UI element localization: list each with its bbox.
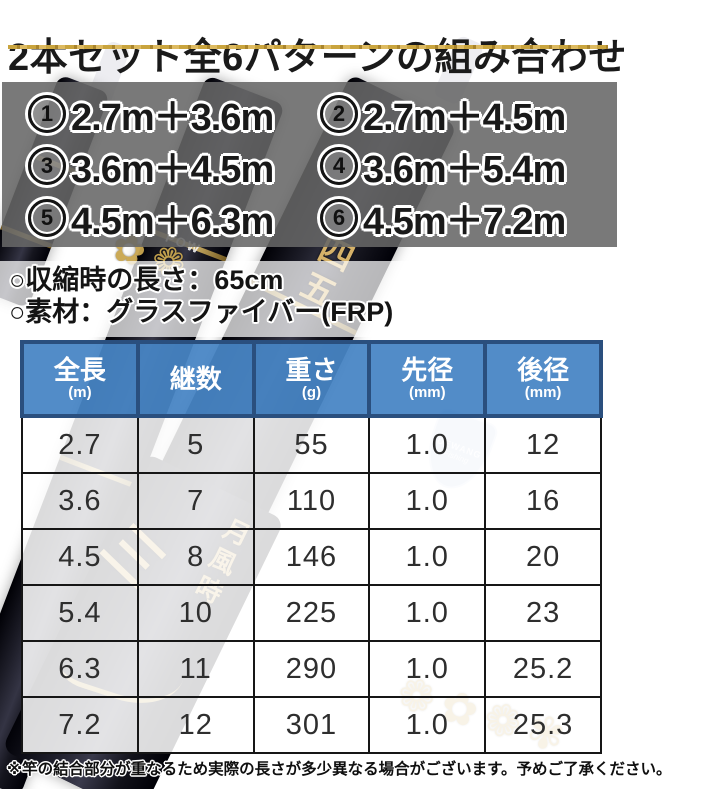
cell: 6.3	[21, 640, 139, 698]
cell: 2.7	[21, 415, 139, 474]
cell: 55	[252, 415, 371, 474]
spec-lines: ○収縮時の長さ：65cm ○素材：グラスファイバー(FRP)	[9, 264, 393, 329]
cell: 1.0	[368, 696, 487, 754]
combo-number-badge: 3	[28, 146, 66, 185]
col-header-unit: (mm)	[408, 384, 446, 402]
combo-option-5: 5 4.5m＋6.3m	[28, 194, 320, 243]
combo-number-badge: 1	[28, 94, 66, 133]
cell: 146	[252, 528, 371, 586]
combo-label: 2.7m＋3.6m	[71, 97, 274, 139]
combo-label: 4.5m＋6.3m	[71, 201, 274, 243]
cell: 1.0	[368, 472, 487, 530]
cell: 110	[252, 472, 371, 530]
combo-option-3: 3 3.6m＋4.5m	[28, 142, 320, 191]
cell: 7	[136, 472, 255, 530]
spec-line-material: ○素材：グラスファイバー(FRP)	[9, 297, 394, 328]
combo-number-badge: 6	[320, 198, 358, 237]
table-row: 5.4 10 225 1.0 23	[21, 584, 602, 642]
table-row: 3.6 7 110 1.0 16	[21, 472, 602, 530]
cell: 12	[484, 415, 602, 474]
cell: 12	[136, 696, 255, 754]
table-row: 6.3 11 290 1.0 25.2	[21, 640, 602, 698]
cell: 1.0	[368, 584, 487, 642]
cell: 301	[252, 696, 371, 754]
cell: 1.0	[368, 528, 487, 586]
spec-table: 全長 (m) 継数 重さ (g) 先径 (mm) 後径 (mm)	[20, 340, 603, 754]
combo-option-6: 6 4.5m＋7.2m	[320, 194, 617, 243]
table-row: 2.7 5 55 1.0 12	[21, 415, 602, 474]
page-title: 2本セット全6パターンの組み合わせ	[8, 37, 627, 80]
col-header-tip-diameter: 先径 (mm)	[367, 340, 488, 418]
footnote-disclaimer: ※竿の結合部分が重なるため実際の長さが多少異なる場合がございます。予めご了承くだ…	[7, 761, 672, 778]
col-header-weight: 重さ (g)	[251, 340, 372, 418]
cell: 7.2	[21, 696, 139, 754]
col-header-unit: (m)	[68, 384, 92, 402]
col-header-length: 全長 (m)	[20, 340, 140, 418]
table-row: 4.5 8 146 1.0 20	[21, 528, 602, 586]
col-header-label: 後径	[517, 355, 570, 386]
cell: 11	[136, 640, 255, 698]
col-header-butt-diameter: 後径 (mm)	[483, 340, 603, 418]
cell: 16	[484, 472, 602, 530]
col-header-label: 重さ	[285, 355, 338, 386]
cell: 23	[484, 584, 602, 642]
cell: 5	[136, 415, 255, 474]
combo-banner: 1 2.7m＋3.6m 2 2.7m＋4.5m 3 3.6m＋4.5m 4 3.…	[2, 82, 617, 247]
cell: 10	[136, 584, 255, 642]
spec-table-header: 全長 (m) 継数 重さ (g) 先径 (mm) 後径 (mm)	[20, 340, 603, 418]
cell: 290	[252, 640, 371, 698]
table-row: 7.2 12 301 1.0 25.3	[21, 696, 602, 754]
col-header-label: 継数	[169, 363, 222, 394]
col-header-label: 全長	[53, 355, 106, 386]
combo-number-badge: 4	[320, 146, 358, 185]
gold-divider	[8, 45, 608, 49]
combo-label: 3.6m＋5.4m	[363, 149, 566, 191]
col-header-unit: (g)	[301, 384, 322, 402]
cell: 25.3	[484, 696, 602, 754]
cell: 8	[136, 528, 255, 586]
cell: 4.5	[21, 528, 139, 586]
combo-option-2: 2 2.7m＋4.5m	[320, 90, 617, 139]
cell: 1.0	[368, 415, 487, 474]
col-header-unit: (mm)	[524, 384, 562, 402]
cell: 1.0	[368, 640, 487, 698]
combo-option-1: 1 2.7m＋3.6m	[28, 90, 320, 139]
combo-label: 3.6m＋4.5m	[71, 149, 274, 191]
combo-number-badge: 2	[320, 94, 358, 133]
combo-label: 2.7m＋4.5m	[363, 97, 566, 139]
cell: 3.6	[21, 472, 139, 530]
spec-text-backing	[0, 261, 640, 337]
col-header-sections: 継数	[135, 340, 256, 418]
combo-label: 4.5m＋7.2m	[363, 201, 566, 243]
cell: 25.2	[484, 640, 602, 698]
cell: 20	[484, 528, 602, 586]
combo-option-4: 4 3.6m＋5.4m	[320, 142, 617, 191]
cell: 225	[252, 584, 371, 642]
cell: 5.4	[21, 584, 139, 642]
spec-line-length: ○収縮時の長さ：65cm	[9, 265, 284, 295]
col-header-label: 先径	[401, 355, 454, 386]
combo-number-badge: 5	[28, 198, 66, 237]
